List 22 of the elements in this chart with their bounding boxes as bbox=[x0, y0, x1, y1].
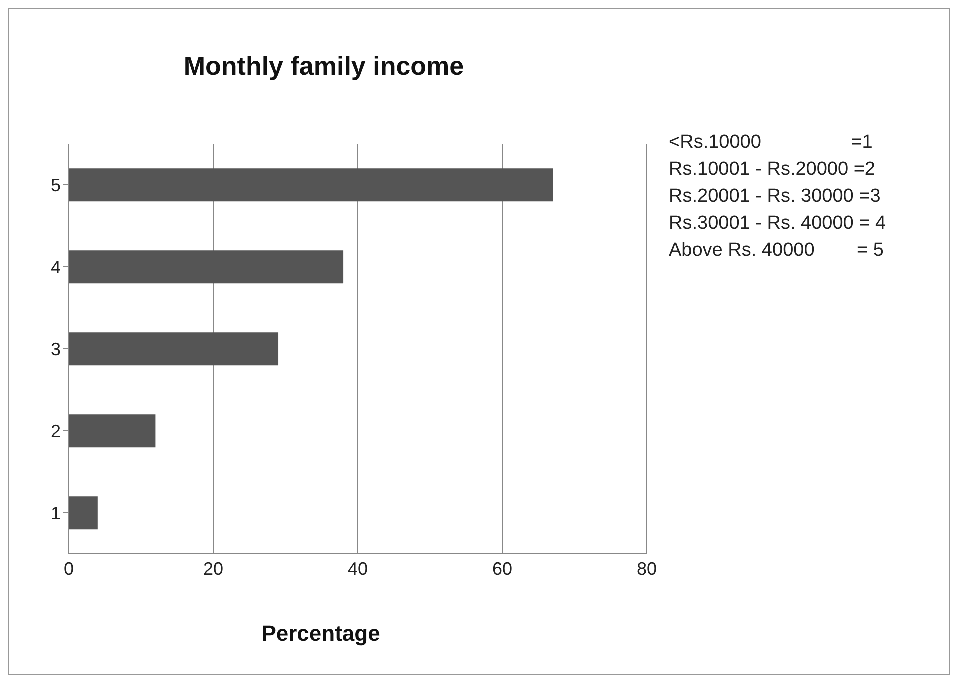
bar bbox=[69, 168, 554, 202]
y-tick-label: 3 bbox=[50, 339, 61, 360]
x-tick-label: 60 bbox=[492, 558, 513, 579]
bar bbox=[69, 332, 279, 366]
x-tick-label: 80 bbox=[636, 558, 658, 579]
text: Above Rs. 40000 = 5 bbox=[669, 239, 885, 263]
y-tick-label: 4 bbox=[50, 257, 61, 278]
text: Rs.10001 - Rs.20000 =2 bbox=[669, 158, 876, 182]
x-tick-label: 0 bbox=[64, 558, 74, 579]
text: Rs.20001 - Rs. 30000 =3 bbox=[669, 185, 882, 209]
y-tick-label: 2 bbox=[50, 421, 61, 442]
bar bbox=[69, 496, 98, 530]
x-tick-label: 20 bbox=[203, 558, 224, 579]
chart-title: Monthly family income bbox=[182, 51, 466, 82]
text: <Rs.10000 =1 bbox=[669, 131, 874, 155]
text: Rs.30001 - Rs. 40000 = 4 bbox=[669, 212, 886, 236]
y-tick-label: 5 bbox=[50, 175, 61, 196]
bar bbox=[69, 414, 156, 448]
x-axis-title: Percentage bbox=[260, 621, 382, 647]
bar bbox=[69, 250, 344, 284]
y-tick-label: 1 bbox=[50, 503, 61, 524]
x-tick-label: 40 bbox=[348, 558, 368, 579]
